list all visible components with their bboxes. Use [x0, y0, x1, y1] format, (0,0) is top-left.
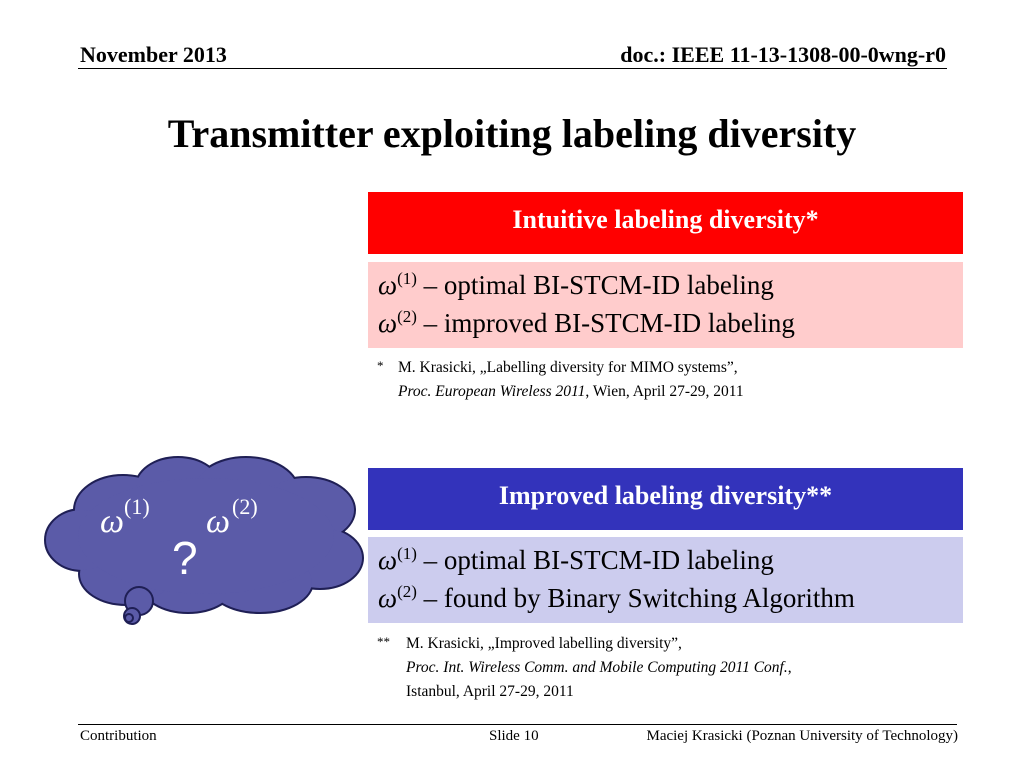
- line-text: – optimal BI-STCM-ID labeling: [416, 270, 774, 300]
- omega-symbol: ω: [378, 545, 398, 575]
- box1-line-1: ω(1) – optimal BI-STCM-ID labeling: [378, 266, 963, 304]
- cloud-shape: [46, 458, 362, 612]
- line-text: – optimal BI-STCM-ID labeling: [416, 545, 774, 575]
- footnote-2-punct: ,: [787, 659, 792, 676]
- improved-labeling-body: ω(1) – optimal BI-STCM-ID labeling ω(2) …: [368, 537, 963, 623]
- thought-bubble-small: [124, 613, 134, 623]
- intuitive-labeling-heading: Intuitive labeling diversity*: [368, 192, 963, 254]
- box1-line-2: ω(2) – improved BI-STCM-ID labeling: [378, 304, 963, 342]
- line-text: – found by Binary Switching Algorithm: [416, 583, 855, 613]
- superscript: (2): [397, 582, 417, 601]
- line-text: – improved BI-STCM-ID labeling: [416, 308, 795, 338]
- footer-slide-number: Slide 10: [489, 728, 539, 744]
- header-doc-id: doc.: IEEE 11-13-1308-00-0wng-r0: [620, 42, 946, 67]
- box2-line-1: ω(1) – optimal BI-STCM-ID labeling: [378, 541, 963, 579]
- footer-divider: [78, 724, 957, 725]
- cloud-sup-1: (1): [124, 494, 150, 519]
- omega-symbol: ω: [378, 270, 398, 300]
- footnote-2-line-2: Proc. Int. Wireless Comm. and Mobile Com…: [406, 658, 792, 678]
- footnote-2-line-3: Istanbul, April 27-29, 2011: [406, 683, 574, 700]
- footnote-1-venue: Proc. European Wireless 2011: [398, 383, 586, 400]
- footnote-1-line-2: Proc. European Wireless 2011, Wien, Apri…: [398, 382, 744, 402]
- improved-labeling-heading: Improved labeling diversity**: [368, 468, 963, 530]
- superscript: (2): [397, 307, 417, 326]
- cloud-sup-2: (2): [232, 494, 258, 519]
- footnote-2-line-1: M. Krasicki, „Improved labelling diversi…: [406, 635, 682, 652]
- superscript: (1): [397, 269, 417, 288]
- footnote-2-venue: Proc. Int. Wireless Comm. and Mobile Com…: [406, 659, 788, 676]
- footer-author: Maciej Krasicki (Poznan University of Te…: [646, 728, 958, 744]
- footnote-1-mark: *: [377, 358, 384, 373]
- header-divider: [78, 68, 947, 69]
- superscript: (1): [397, 544, 417, 563]
- slide-title: Transmitter exploiting labeling diversit…: [167, 111, 857, 156]
- footer-contribution: Contribution: [80, 728, 157, 744]
- cloud-question-mark: ?: [172, 532, 198, 584]
- omega-symbol: ω: [378, 583, 398, 613]
- footnote-1-details: , Wien, April 27-29, 2011: [585, 383, 744, 400]
- thought-cloud: ω (1) ω (2) ?: [44, 456, 364, 625]
- box2-line-2: ω(2) – found by Binary Switching Algorit…: [378, 579, 963, 617]
- footnote-1-line-1: M. Krasicki, „Labelling diversity for MI…: [398, 359, 738, 376]
- header-date: November 2013: [80, 42, 227, 67]
- omega-symbol: ω: [378, 308, 398, 338]
- cloud-omega-2: ω: [206, 503, 230, 540]
- footnote-2-mark: **: [377, 634, 390, 649]
- intuitive-labeling-body: ω(1) – optimal BI-STCM-ID labeling ω(2) …: [368, 262, 963, 348]
- cloud-omega-1: ω: [100, 503, 124, 540]
